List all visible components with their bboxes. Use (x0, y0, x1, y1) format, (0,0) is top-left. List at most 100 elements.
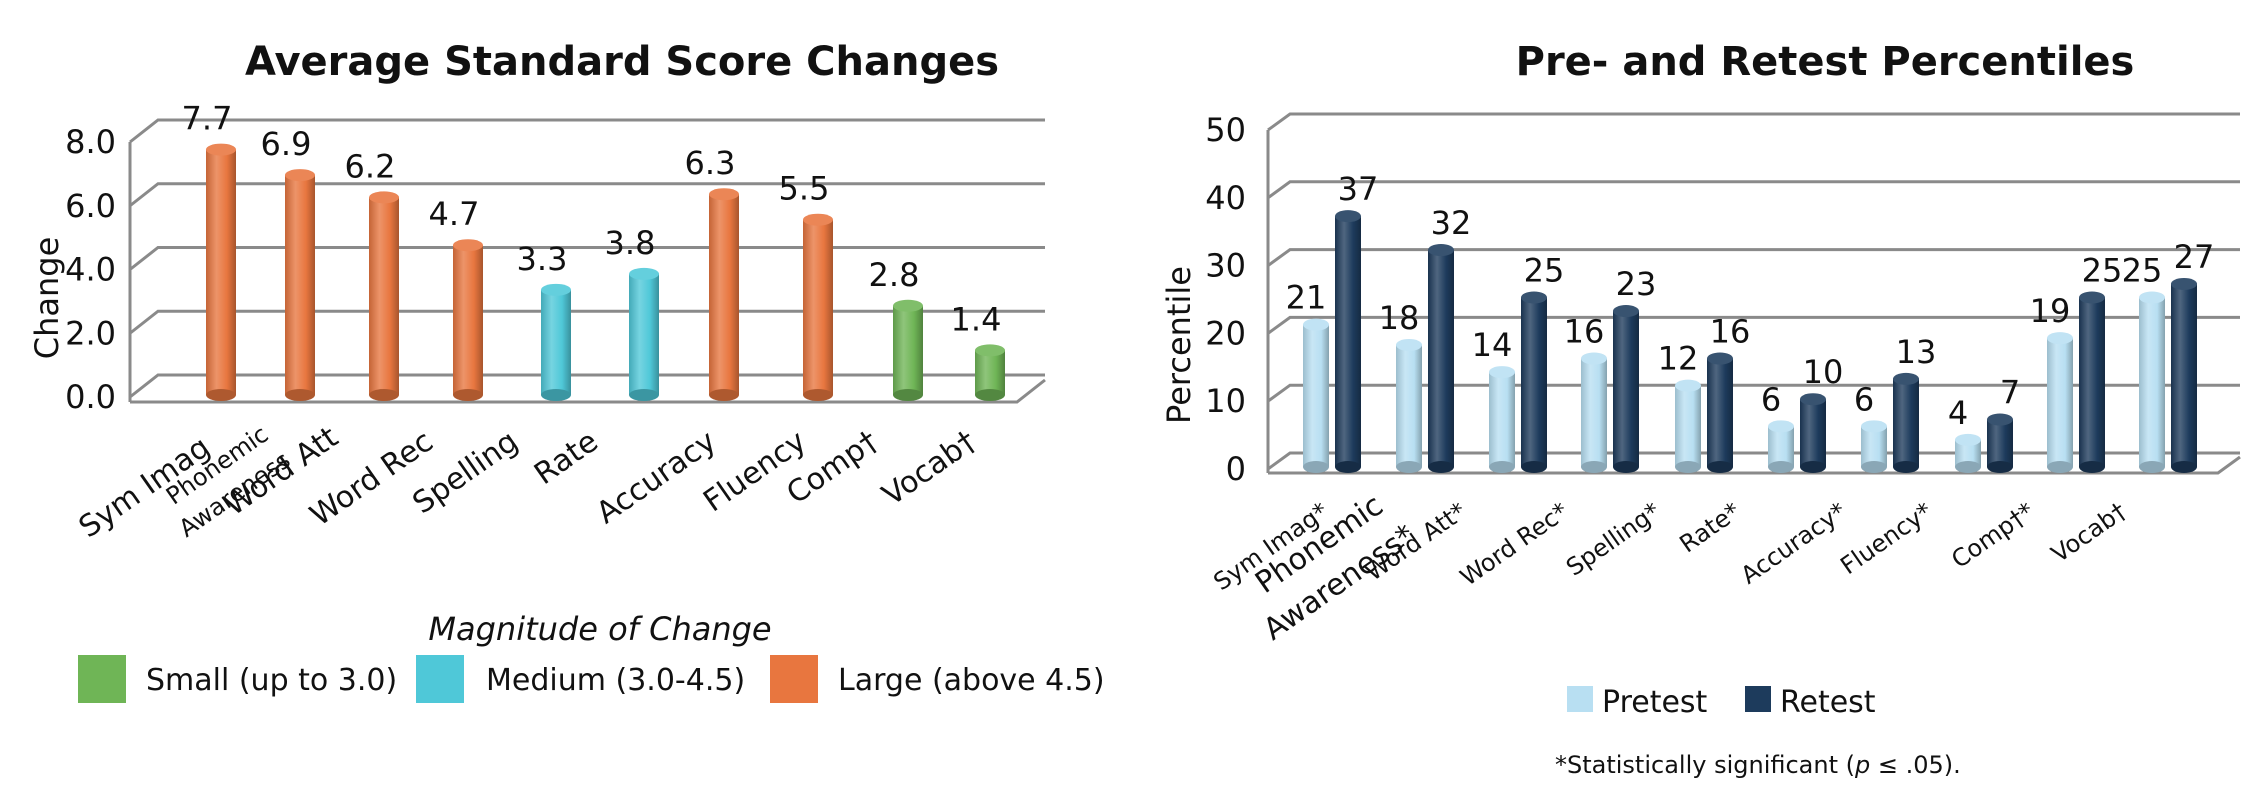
left-y-tick-label: 2.0 (65, 314, 116, 352)
right-category-label: Spelling* (1561, 497, 1665, 582)
left-data-label: 3.3 (517, 240, 568, 278)
left-gridline (129, 182, 1045, 207)
left-bar (629, 267, 659, 401)
left-bar (453, 239, 483, 401)
left-data-label: 1.4 (951, 300, 1002, 338)
retest-bar (1707, 352, 1733, 473)
left-bar (369, 191, 399, 401)
right-category-label: Comp†* (1946, 497, 2039, 574)
retest-bar (1613, 305, 1639, 473)
right-gridline (1267, 248, 2240, 267)
legend-swatch-medium (416, 655, 464, 703)
right-y-axis-label: Percentile (1160, 266, 1198, 424)
left-bar (285, 169, 315, 401)
right-data-labels: 21 18 14 16 12 6 6 4 19 25 37 32 25 23 16 10 13 7 25 27 (1286, 170, 2215, 432)
pretest-bar (1768, 420, 1794, 473)
right-bars (1303, 210, 2197, 473)
pretest-data-label: 6 (1761, 380, 1781, 418)
left-bar (893, 299, 923, 401)
significance-footnote: *Statistically significant (p ≤ .05). (1555, 751, 1961, 779)
left-y-tick-label: 6.0 (65, 187, 116, 225)
retest-data-label: 16 (1710, 313, 1751, 351)
left-data-label: 4.7 (429, 195, 480, 233)
percentile-chart: Pre- and Retest Percentiles Percentile 0… (1160, 39, 2241, 779)
pretest-data-label: 4 (1948, 394, 1968, 432)
right-y-tick-label: 10 (1205, 382, 1246, 420)
retest-data-label: 32 (1431, 204, 1472, 242)
pretest-data-label: 18 (1379, 299, 1420, 337)
left-bar (803, 213, 833, 401)
score-change-chart: Average Standard Score Changes Change 0.… (28, 39, 1105, 703)
pretest-bar (1861, 420, 1887, 473)
pretest-data-label: 19 (2030, 292, 2071, 330)
pretest-bar (1581, 352, 1607, 473)
pretest-bar (1396, 338, 1422, 473)
left-bars (206, 143, 1005, 401)
right-y-tick-label: 50 (1205, 111, 1246, 149)
left-category-label: Accuracy (590, 424, 722, 531)
right-y-tick-label: 40 (1205, 179, 1246, 217)
pretest-data-label: 16 (1564, 313, 1605, 351)
legend-item-retest: Retest (1745, 685, 1876, 720)
left-y-tick-label: 4.0 (65, 251, 116, 289)
retest-data-label: 25 (1524, 252, 1565, 290)
pretest-data-label: 12 (1658, 340, 1699, 378)
legend-label-small: Small (up to 3.0) (146, 663, 397, 698)
left-gridline (129, 118, 1045, 144)
left-bar (541, 283, 571, 401)
legend-item-large: Large (above 4.5) (770, 655, 1105, 703)
left-gridline (129, 246, 1045, 271)
retest-data-label: 27 (2174, 238, 2215, 276)
pretest-data-label: 6 (1854, 380, 1874, 418)
right-gridline (1267, 383, 2240, 403)
legend-label-retest: Retest (1780, 685, 1876, 720)
right-category-label: Rate* (1674, 497, 1745, 558)
right-gridline (1267, 315, 2240, 335)
right-y-tick-label: 20 (1205, 314, 1246, 352)
right-category-label: Fluency* (1835, 497, 1937, 580)
legend-title: Magnitude of Change (428, 610, 771, 648)
right-gridline (1267, 112, 2240, 132)
right-category-label: Vocab† (2046, 497, 2131, 568)
left-category-label: Rate (528, 424, 604, 492)
left-data-label: 6.3 (685, 144, 736, 182)
legend-item-pretest: Pretest (1567, 685, 1708, 720)
pretest-bar (2047, 332, 2073, 473)
left-data-label: 6.2 (345, 147, 396, 185)
legend-item-medium: Medium (3.0-4.5) (416, 655, 745, 703)
retest-bar (2171, 277, 2197, 473)
left-y-tick-label: 0.0 (65, 378, 116, 416)
legend-label-pretest: Pretest (1602, 685, 1708, 720)
retest-bar (1800, 393, 1826, 473)
left-category-label: Vocab† (876, 424, 982, 513)
left-y-ticks: 0.0 2.0 4.0 6.0 8.0 (65, 123, 116, 416)
retest-bar (1987, 413, 2013, 473)
legend-swatch-small (78, 655, 126, 703)
retest-bar (1893, 372, 1919, 473)
right-floor (1268, 455, 2241, 475)
retest-bar (1428, 244, 1454, 473)
retest-data-label: 13 (1896, 333, 1937, 371)
retest-data-label: 37 (1338, 170, 1379, 208)
left-data-label: 7.7 (182, 100, 233, 138)
retest-bar (1335, 210, 1361, 473)
left-gridline (129, 373, 1045, 399)
left-y-axis-label: Change (28, 237, 66, 360)
legend-swatch-retest (1745, 686, 1771, 712)
pretest-bar (2139, 291, 2165, 473)
retest-data-label: 23 (1616, 265, 1657, 303)
pretest-bar (1955, 433, 1981, 473)
right-category-label: Accuracy* (1736, 497, 1852, 590)
right-gridline (1267, 451, 2240, 471)
legend-swatch-large (770, 655, 818, 703)
legend-label-large: Large (above 4.5) (838, 663, 1105, 698)
right-y-ticks: 0 10 20 30 40 50 (1205, 111, 1246, 488)
retest-data-label: 25 (2082, 252, 2123, 290)
left-data-label: 3.8 (605, 224, 656, 262)
right-gridlines (1266, 112, 2241, 475)
legend-label-medium: Medium (3.0-4.5) (486, 663, 745, 698)
left-gridline (129, 309, 1045, 335)
